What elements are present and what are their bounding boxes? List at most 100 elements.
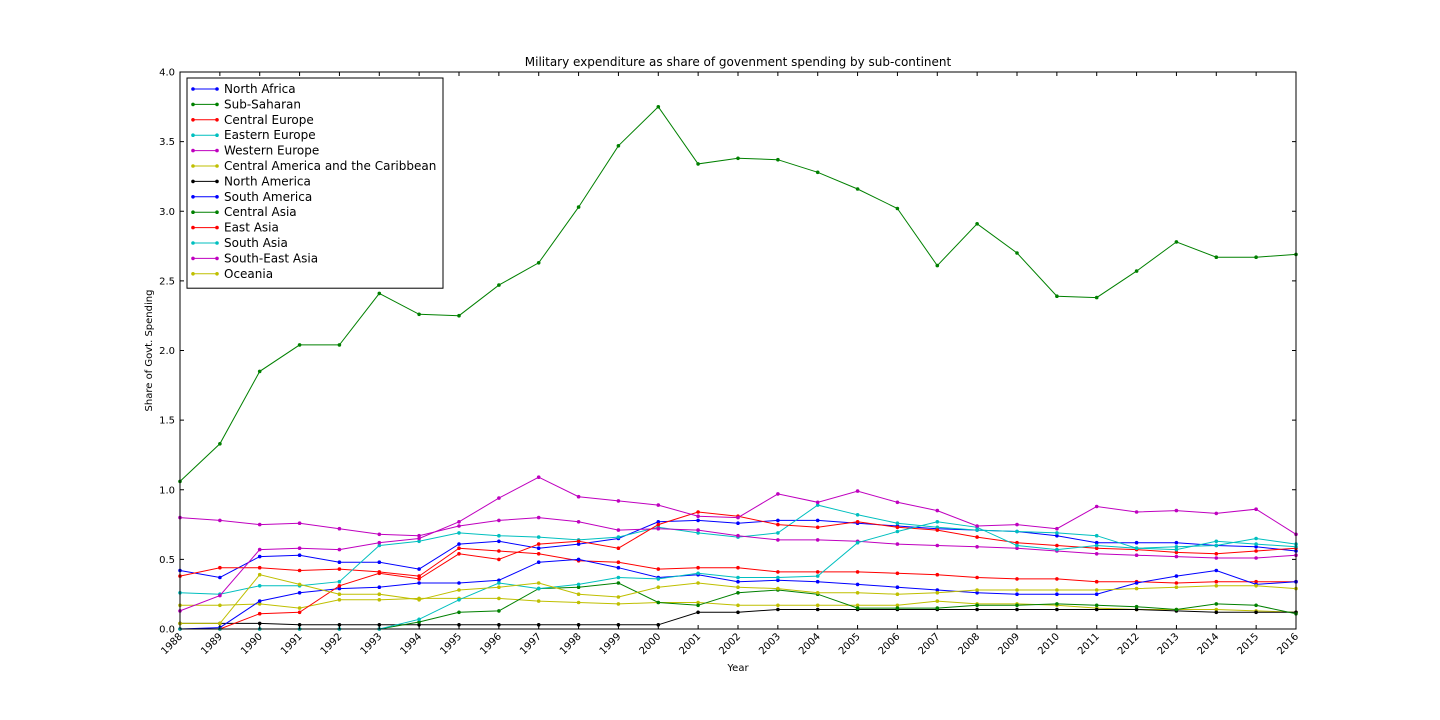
series-6	[178, 607, 1298, 627]
data-point	[935, 508, 940, 513]
data-point	[218, 575, 222, 580]
data-point	[1254, 255, 1258, 259]
legend-label: Eastern Europe	[224, 128, 316, 142]
data-point	[536, 546, 541, 550]
data-point	[1055, 577, 1059, 581]
legend-item: South-East Asia	[191, 251, 318, 265]
data-point	[1134, 607, 1139, 612]
data-point	[536, 535, 541, 539]
data-point	[337, 584, 342, 588]
data-point	[975, 524, 979, 528]
data-point	[1134, 553, 1139, 557]
data-point	[297, 591, 302, 595]
data-point	[935, 606, 940, 610]
data-point	[776, 492, 780, 496]
data-point	[616, 535, 621, 539]
data-point	[536, 586, 541, 591]
legend-swatch-marker	[191, 241, 195, 245]
legend-label: North Africa	[224, 82, 296, 96]
data-point	[497, 533, 501, 538]
data-point	[1214, 539, 1219, 544]
data-point	[1174, 508, 1179, 513]
data-point	[257, 547, 262, 552]
data-point	[257, 599, 262, 603]
y-tick-label: 4.0	[159, 68, 175, 79]
data-point	[776, 570, 780, 574]
data-point	[377, 585, 382, 589]
data-point	[297, 343, 302, 347]
y-axis-label: Share of Govt. Spending	[144, 290, 155, 412]
data-point	[257, 565, 262, 570]
data-point	[855, 187, 860, 191]
legend-label: Sub-Saharan	[224, 97, 301, 111]
data-point	[576, 539, 581, 544]
data-point	[1254, 507, 1258, 512]
data-point	[1015, 603, 1019, 608]
data-point	[417, 536, 421, 541]
data-point	[1055, 592, 1059, 596]
data-point	[1134, 510, 1139, 514]
data-point	[377, 532, 382, 537]
data-point	[257, 369, 262, 374]
data-point	[776, 157, 780, 162]
data-point	[576, 623, 581, 627]
data-point	[536, 623, 541, 627]
data-point	[616, 602, 621, 606]
data-point	[1015, 577, 1019, 581]
data-point	[696, 600, 700, 605]
data-point	[457, 581, 461, 585]
data-point	[497, 623, 501, 627]
data-point	[337, 586, 342, 591]
data-point	[935, 572, 940, 577]
data-point	[576, 542, 581, 546]
data-point	[895, 571, 900, 576]
data-point	[1094, 607, 1099, 612]
data-point	[975, 545, 979, 549]
data-point	[696, 610, 700, 615]
data-point	[935, 591, 940, 595]
data-point	[337, 343, 342, 347]
legend-swatch-marker	[191, 210, 195, 214]
data-point	[656, 526, 661, 531]
data-point	[1254, 549, 1258, 553]
data-point	[1174, 240, 1179, 244]
data-point	[497, 518, 501, 523]
data-point	[1214, 584, 1219, 588]
series-1	[178, 105, 1298, 484]
data-point	[576, 585, 581, 589]
data-point	[1015, 522, 1019, 527]
data-point	[975, 528, 979, 532]
data-point	[1254, 556, 1258, 560]
data-point	[855, 582, 860, 587]
chart-title: Military expenditure as share of govenme…	[525, 55, 952, 69]
data-point	[1214, 552, 1219, 556]
data-point	[776, 578, 780, 583]
data-point	[895, 206, 900, 211]
data-point	[975, 603, 979, 608]
data-point	[656, 585, 661, 589]
data-point	[457, 531, 461, 535]
data-point	[218, 518, 222, 523]
data-point	[1055, 294, 1059, 299]
data-point	[1055, 607, 1059, 612]
data-point	[855, 591, 860, 595]
data-point	[935, 263, 940, 268]
data-point	[815, 518, 820, 523]
data-point	[1015, 588, 1019, 592]
data-point	[1055, 547, 1059, 552]
data-point	[696, 531, 700, 535]
y-tick-label: 1.0	[159, 485, 175, 496]
data-point	[736, 591, 740, 595]
data-point	[855, 540, 860, 545]
data-point	[815, 603, 820, 608]
data-point	[776, 586, 780, 591]
data-point	[1174, 574, 1179, 578]
data-point	[1134, 540, 1139, 545]
data-point	[417, 533, 421, 538]
data-point	[1174, 607, 1179, 612]
data-point	[776, 603, 780, 608]
data-point	[1214, 255, 1219, 259]
legend-label: North America	[224, 174, 311, 188]
data-point	[576, 520, 581, 524]
